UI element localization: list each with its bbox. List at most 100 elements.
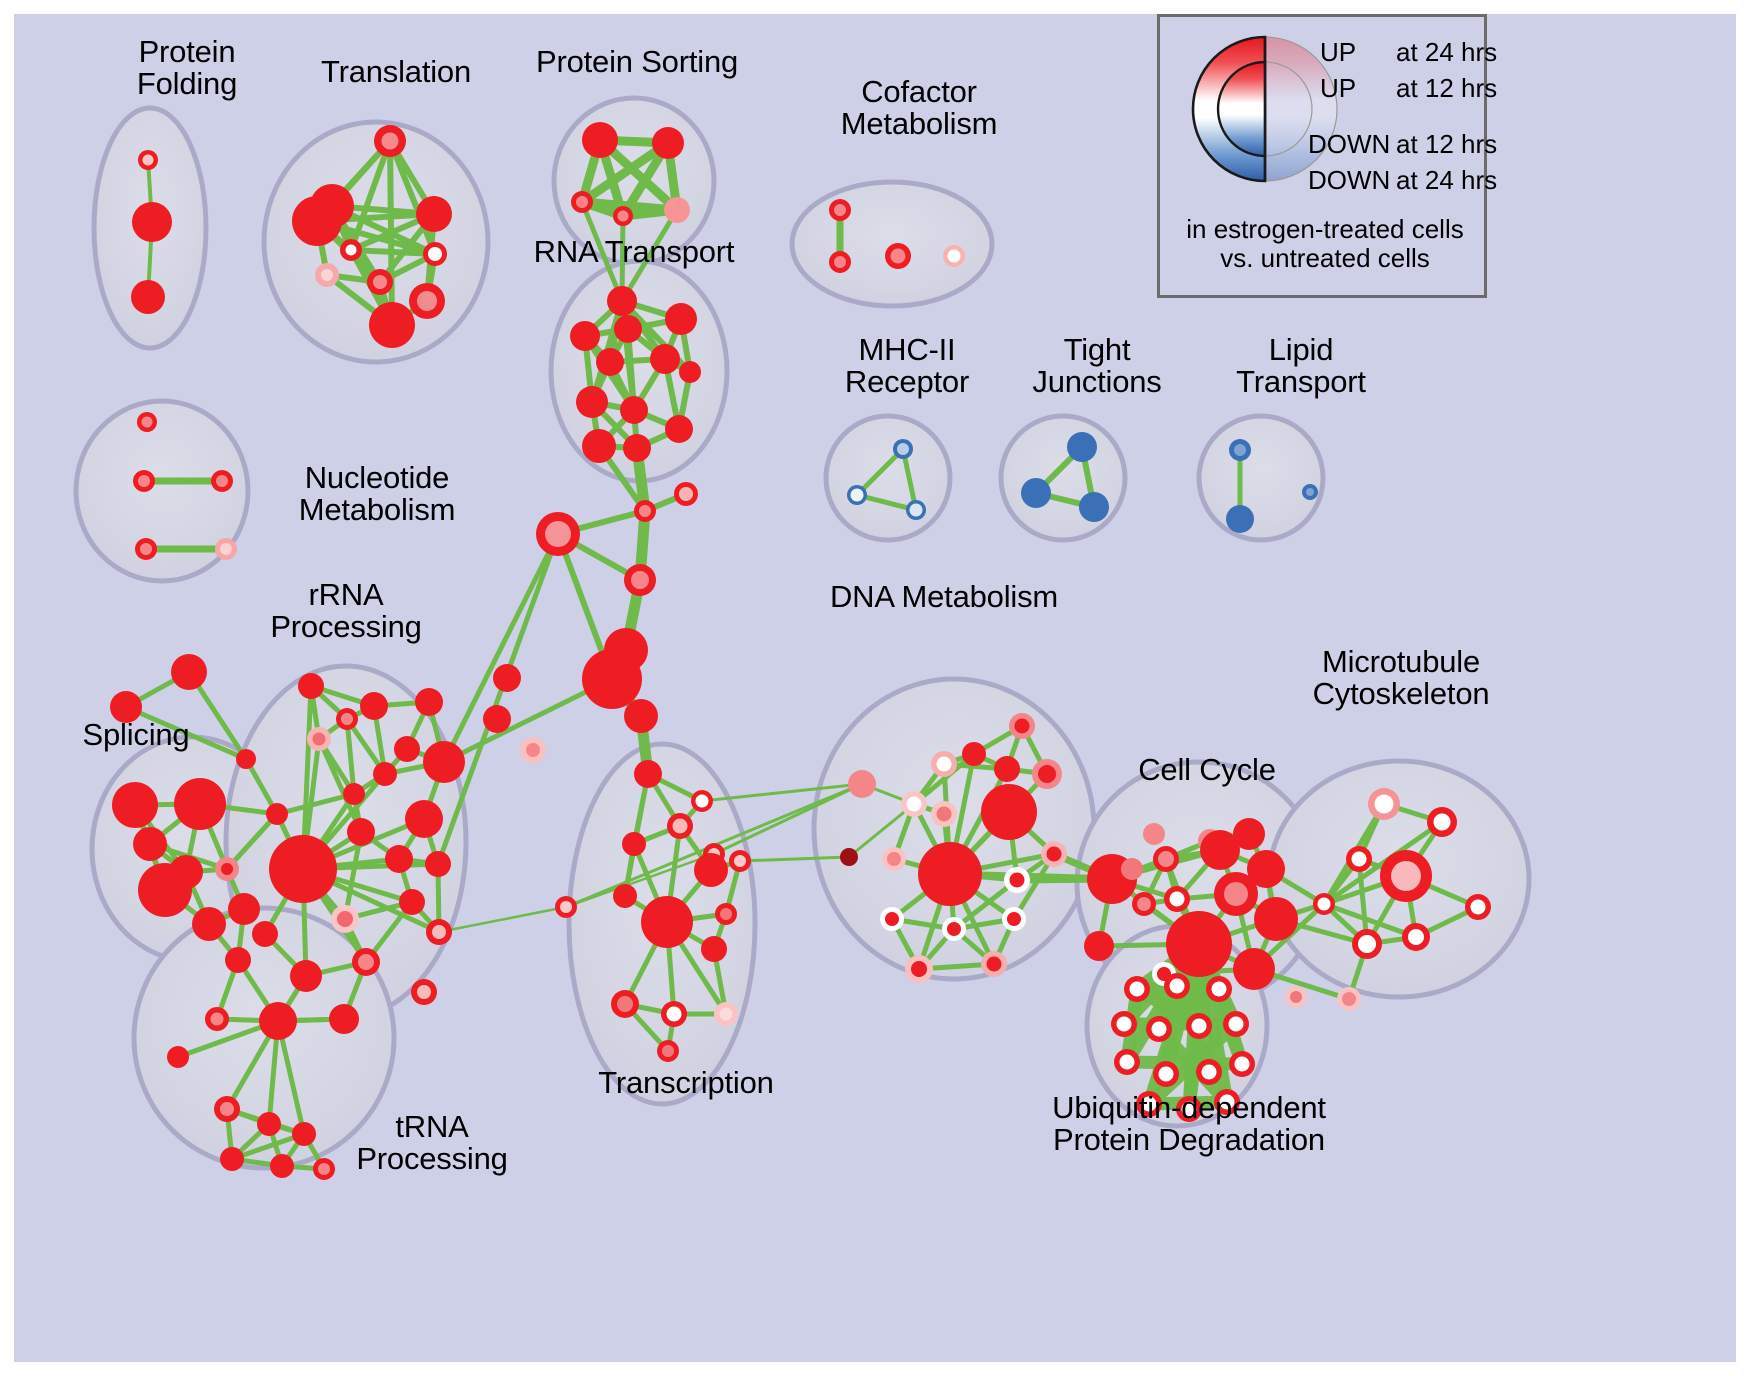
node (1368, 788, 1400, 820)
node (290, 960, 322, 992)
halo-cofactor (789, 179, 995, 309)
node (270, 1154, 294, 1178)
node (1067, 432, 1097, 462)
node (336, 708, 358, 730)
legend-state-up-24: UP (1320, 37, 1357, 67)
cluster-label-rna-transport: RNA Transport (533, 234, 735, 269)
node (880, 907, 904, 931)
node (1176, 1096, 1202, 1122)
node (905, 955, 933, 983)
node (192, 907, 226, 941)
legend-time-down-12: at 12 hrs (1396, 129, 1498, 159)
node (215, 857, 239, 881)
node (1214, 1089, 1240, 1115)
node (613, 206, 633, 226)
node (409, 283, 445, 319)
node (1009, 713, 1035, 739)
node (347, 818, 375, 846)
node (483, 705, 511, 733)
node (292, 196, 342, 246)
node (1196, 1059, 1222, 1085)
node (1153, 846, 1179, 872)
node (367, 269, 393, 295)
node (634, 760, 662, 788)
node (315, 263, 339, 287)
node (1114, 1049, 1140, 1075)
node (298, 673, 324, 699)
node (1041, 841, 1067, 867)
node (1229, 439, 1251, 461)
node (329, 1004, 359, 1034)
node (1132, 892, 1156, 916)
node (620, 396, 648, 424)
node (171, 654, 207, 690)
node (292, 1122, 316, 1146)
node (423, 242, 447, 266)
node (701, 936, 727, 962)
node (257, 1112, 281, 1136)
node (536, 512, 580, 556)
node (225, 947, 251, 973)
node (652, 127, 684, 159)
halo-nucleotide (73, 398, 251, 584)
node (981, 951, 1007, 977)
node (1079, 492, 1109, 522)
node (981, 784, 1037, 840)
node (634, 500, 656, 522)
legend-state-up-12: UP (1320, 73, 1357, 103)
node (331, 905, 359, 933)
node (1427, 807, 1457, 837)
node (266, 803, 288, 825)
cluster-label-nucleotide-metabolism: Nucleotide Metabolism (298, 460, 456, 527)
node (729, 850, 751, 872)
node (1233, 948, 1275, 990)
node (228, 893, 260, 925)
cluster-label-ubiquitin: Ubiquitin-dependent Protein Degradation (1052, 1090, 1326, 1157)
node (415, 688, 443, 716)
node (416, 196, 452, 232)
node (313, 1158, 335, 1180)
node (174, 778, 226, 830)
node (343, 783, 365, 805)
node (394, 736, 420, 762)
node (215, 538, 237, 560)
node (133, 470, 155, 492)
node (340, 239, 362, 261)
node (1164, 886, 1190, 912)
node (674, 482, 698, 506)
cluster-label-translation: Translation (321, 54, 471, 89)
node (667, 813, 693, 839)
node (931, 801, 957, 827)
node (138, 863, 192, 917)
node (1402, 923, 1430, 951)
node (931, 751, 957, 777)
cluster-label-cofactor-metabolism: Cofactor Metabolism (840, 74, 998, 141)
node (1124, 976, 1150, 1002)
node (885, 243, 911, 269)
cluster-label-trna-processing: tRNA Processing (356, 1109, 508, 1176)
node (405, 800, 443, 838)
node (411, 979, 437, 1005)
legend-time-down-24: at 24 hrs (1396, 165, 1498, 195)
node (611, 990, 639, 1018)
node (1032, 759, 1062, 789)
node (132, 202, 172, 242)
node (1084, 931, 1114, 961)
node (715, 903, 737, 925)
node (829, 199, 851, 221)
node (829, 251, 851, 273)
node (137, 412, 157, 432)
node (131, 280, 165, 314)
node (1111, 1011, 1137, 1037)
node (385, 845, 413, 873)
node (1136, 1091, 1162, 1117)
node (1247, 850, 1285, 888)
node (425, 851, 451, 877)
legend-state-down-12: DOWN (1308, 129, 1391, 159)
node (901, 791, 927, 817)
node (679, 361, 701, 383)
node (555, 896, 577, 918)
node (994, 756, 1020, 782)
node (1021, 478, 1051, 508)
node (211, 470, 233, 492)
